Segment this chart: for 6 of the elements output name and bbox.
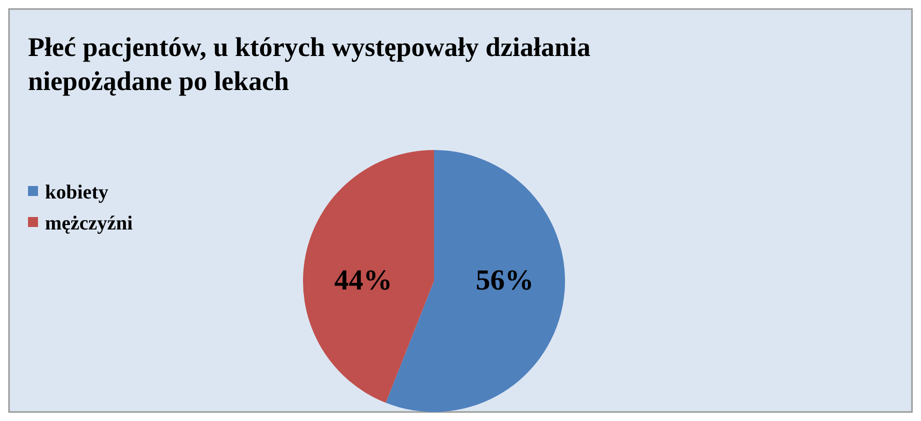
data-label: 56% <box>476 264 534 297</box>
legend-label: mężczyźni <box>45 212 134 235</box>
chart-title: Płeć pacjentów, u których występowały działania niepożądane po lekach <box>28 32 591 96</box>
pie-slice <box>303 150 434 403</box>
data-label: 44% <box>334 264 392 297</box>
legend-label: kobiety <box>45 182 108 204</box>
